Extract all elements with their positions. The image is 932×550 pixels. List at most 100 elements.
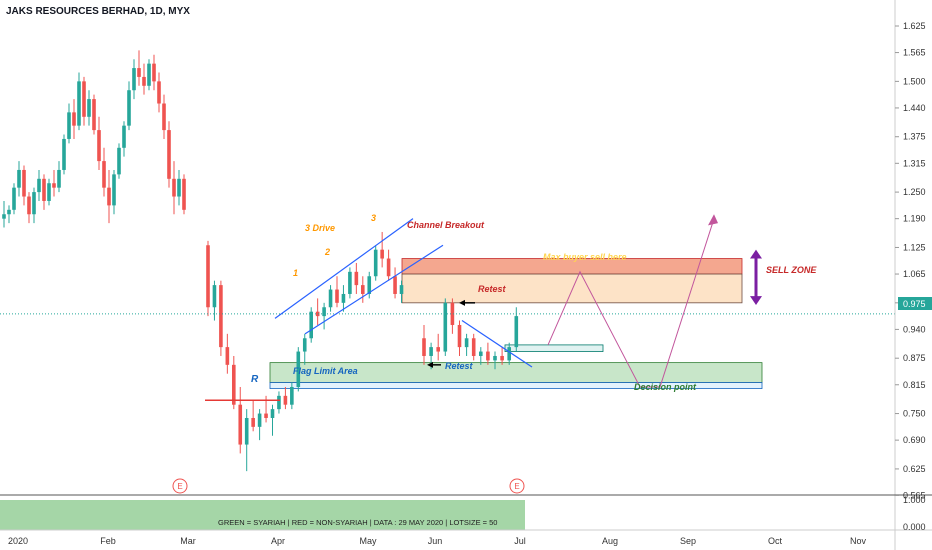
candle-body xyxy=(117,147,121,175)
candle-body xyxy=(422,338,426,356)
retest-zone-box xyxy=(401,273,743,304)
current-price-value: 0.975 xyxy=(903,299,926,309)
candle-body xyxy=(72,112,76,126)
indicator-tick-label: 1.000 xyxy=(903,495,926,505)
candle-body xyxy=(328,289,333,308)
candle-body xyxy=(82,81,86,117)
event-marker-label: E xyxy=(514,482,519,491)
candle-body xyxy=(17,169,21,188)
arrow-left-icon xyxy=(427,361,433,368)
candle-body xyxy=(27,196,31,215)
candle-body xyxy=(479,351,483,356)
candle-body xyxy=(147,63,151,86)
candle-body xyxy=(112,174,116,206)
flag-limit-lower-box xyxy=(269,382,763,389)
projection-path xyxy=(547,218,715,388)
candle-body xyxy=(354,271,359,286)
chart-title: JAKS RESOURCES BERHAD, 1D, MYX xyxy=(6,6,190,17)
price-tick-label: 0.690 xyxy=(903,435,926,445)
max-buyer-label: Max buyer sell here xyxy=(543,252,627,262)
arrow-up-icon xyxy=(750,249,762,259)
candle-body xyxy=(471,338,476,356)
event-marker-icon[interactable] xyxy=(509,478,525,494)
price-tick-label: 0.565 xyxy=(903,491,926,501)
candle-body xyxy=(309,311,313,339)
candle-body xyxy=(232,364,236,405)
candle-body xyxy=(322,307,326,317)
candle-body xyxy=(361,285,365,294)
candle-body xyxy=(162,103,166,131)
drawings xyxy=(0,214,895,402)
candle-body xyxy=(42,178,46,201)
candle-body xyxy=(7,209,11,215)
candle-body xyxy=(341,293,346,303)
current-price-tag xyxy=(898,297,932,310)
candle-body xyxy=(443,302,448,352)
candle-body xyxy=(386,258,391,277)
candle-body xyxy=(348,271,352,294)
candle-body xyxy=(87,99,91,117)
candle-body xyxy=(172,178,176,197)
candle-body xyxy=(302,338,307,352)
time-tick-label: Mar xyxy=(180,536,196,546)
time-tick-label: Jul xyxy=(514,536,526,546)
price-tick-label: 0.875 xyxy=(903,353,926,363)
projection-arrow-icon xyxy=(708,214,718,226)
sell-zone-label: SELL ZONE xyxy=(766,265,817,275)
candle-body xyxy=(238,404,243,445)
candle-body xyxy=(251,417,255,427)
candle-body xyxy=(380,249,384,259)
footer-band xyxy=(0,500,525,530)
price-tick-label: 1.190 xyxy=(903,214,926,224)
candle-body xyxy=(486,351,490,361)
candle-body xyxy=(507,347,511,361)
r-marker: R xyxy=(251,374,259,385)
candle-body xyxy=(157,81,161,104)
drive-2-label: 2 xyxy=(324,247,330,257)
candle-body xyxy=(2,214,6,219)
price-tick-label: 1.625 xyxy=(903,21,926,31)
footer-panel xyxy=(0,500,525,530)
candle-body xyxy=(219,285,223,348)
candles xyxy=(2,50,519,472)
candle-body xyxy=(52,183,56,188)
time-tick-label: 2020 xyxy=(8,536,28,546)
arrow-down-icon xyxy=(750,296,762,306)
candle-body xyxy=(92,99,96,131)
candle-body xyxy=(436,347,440,352)
price-tick-label: 1.500 xyxy=(903,76,926,86)
candle-body xyxy=(373,249,378,277)
candle-body xyxy=(62,138,66,170)
candle-body xyxy=(457,324,462,348)
indicator-tick-label: 0.000 xyxy=(903,522,926,532)
price-tick-label: 1.565 xyxy=(903,48,926,58)
time-tick-label: Sep xyxy=(680,536,696,546)
candle-body xyxy=(464,338,469,348)
candle-body xyxy=(67,112,71,139)
event-marker-icon[interactable] xyxy=(172,478,188,494)
candle-body xyxy=(22,169,26,197)
retest-top-label: Retest xyxy=(478,284,507,294)
price-tick-label: 1.315 xyxy=(903,158,926,168)
candle-body xyxy=(107,187,111,206)
candle-body xyxy=(127,90,131,126)
candle-body xyxy=(102,161,106,188)
drive-label: 3 Drive xyxy=(305,223,335,233)
candle-body xyxy=(122,125,126,148)
price-tick-label: 1.440 xyxy=(903,103,926,113)
candle-body xyxy=(283,395,288,405)
flag-limit-label: Flag Limit Area xyxy=(293,366,358,376)
channel-breakout-label: Channel Breakout xyxy=(407,220,485,230)
candle-body xyxy=(12,187,16,210)
retest-bottom-label: Retest xyxy=(445,361,474,371)
time-tick-label: Nov xyxy=(850,536,867,546)
candle-body xyxy=(367,276,372,294)
price-tick-label: 0.815 xyxy=(903,380,926,390)
candle-body xyxy=(257,413,262,427)
candle-body xyxy=(225,347,230,365)
candle-body xyxy=(32,192,36,215)
candle-body xyxy=(152,63,156,82)
channel-upper-line xyxy=(274,218,414,319)
time-tick-label: Oct xyxy=(768,536,783,546)
